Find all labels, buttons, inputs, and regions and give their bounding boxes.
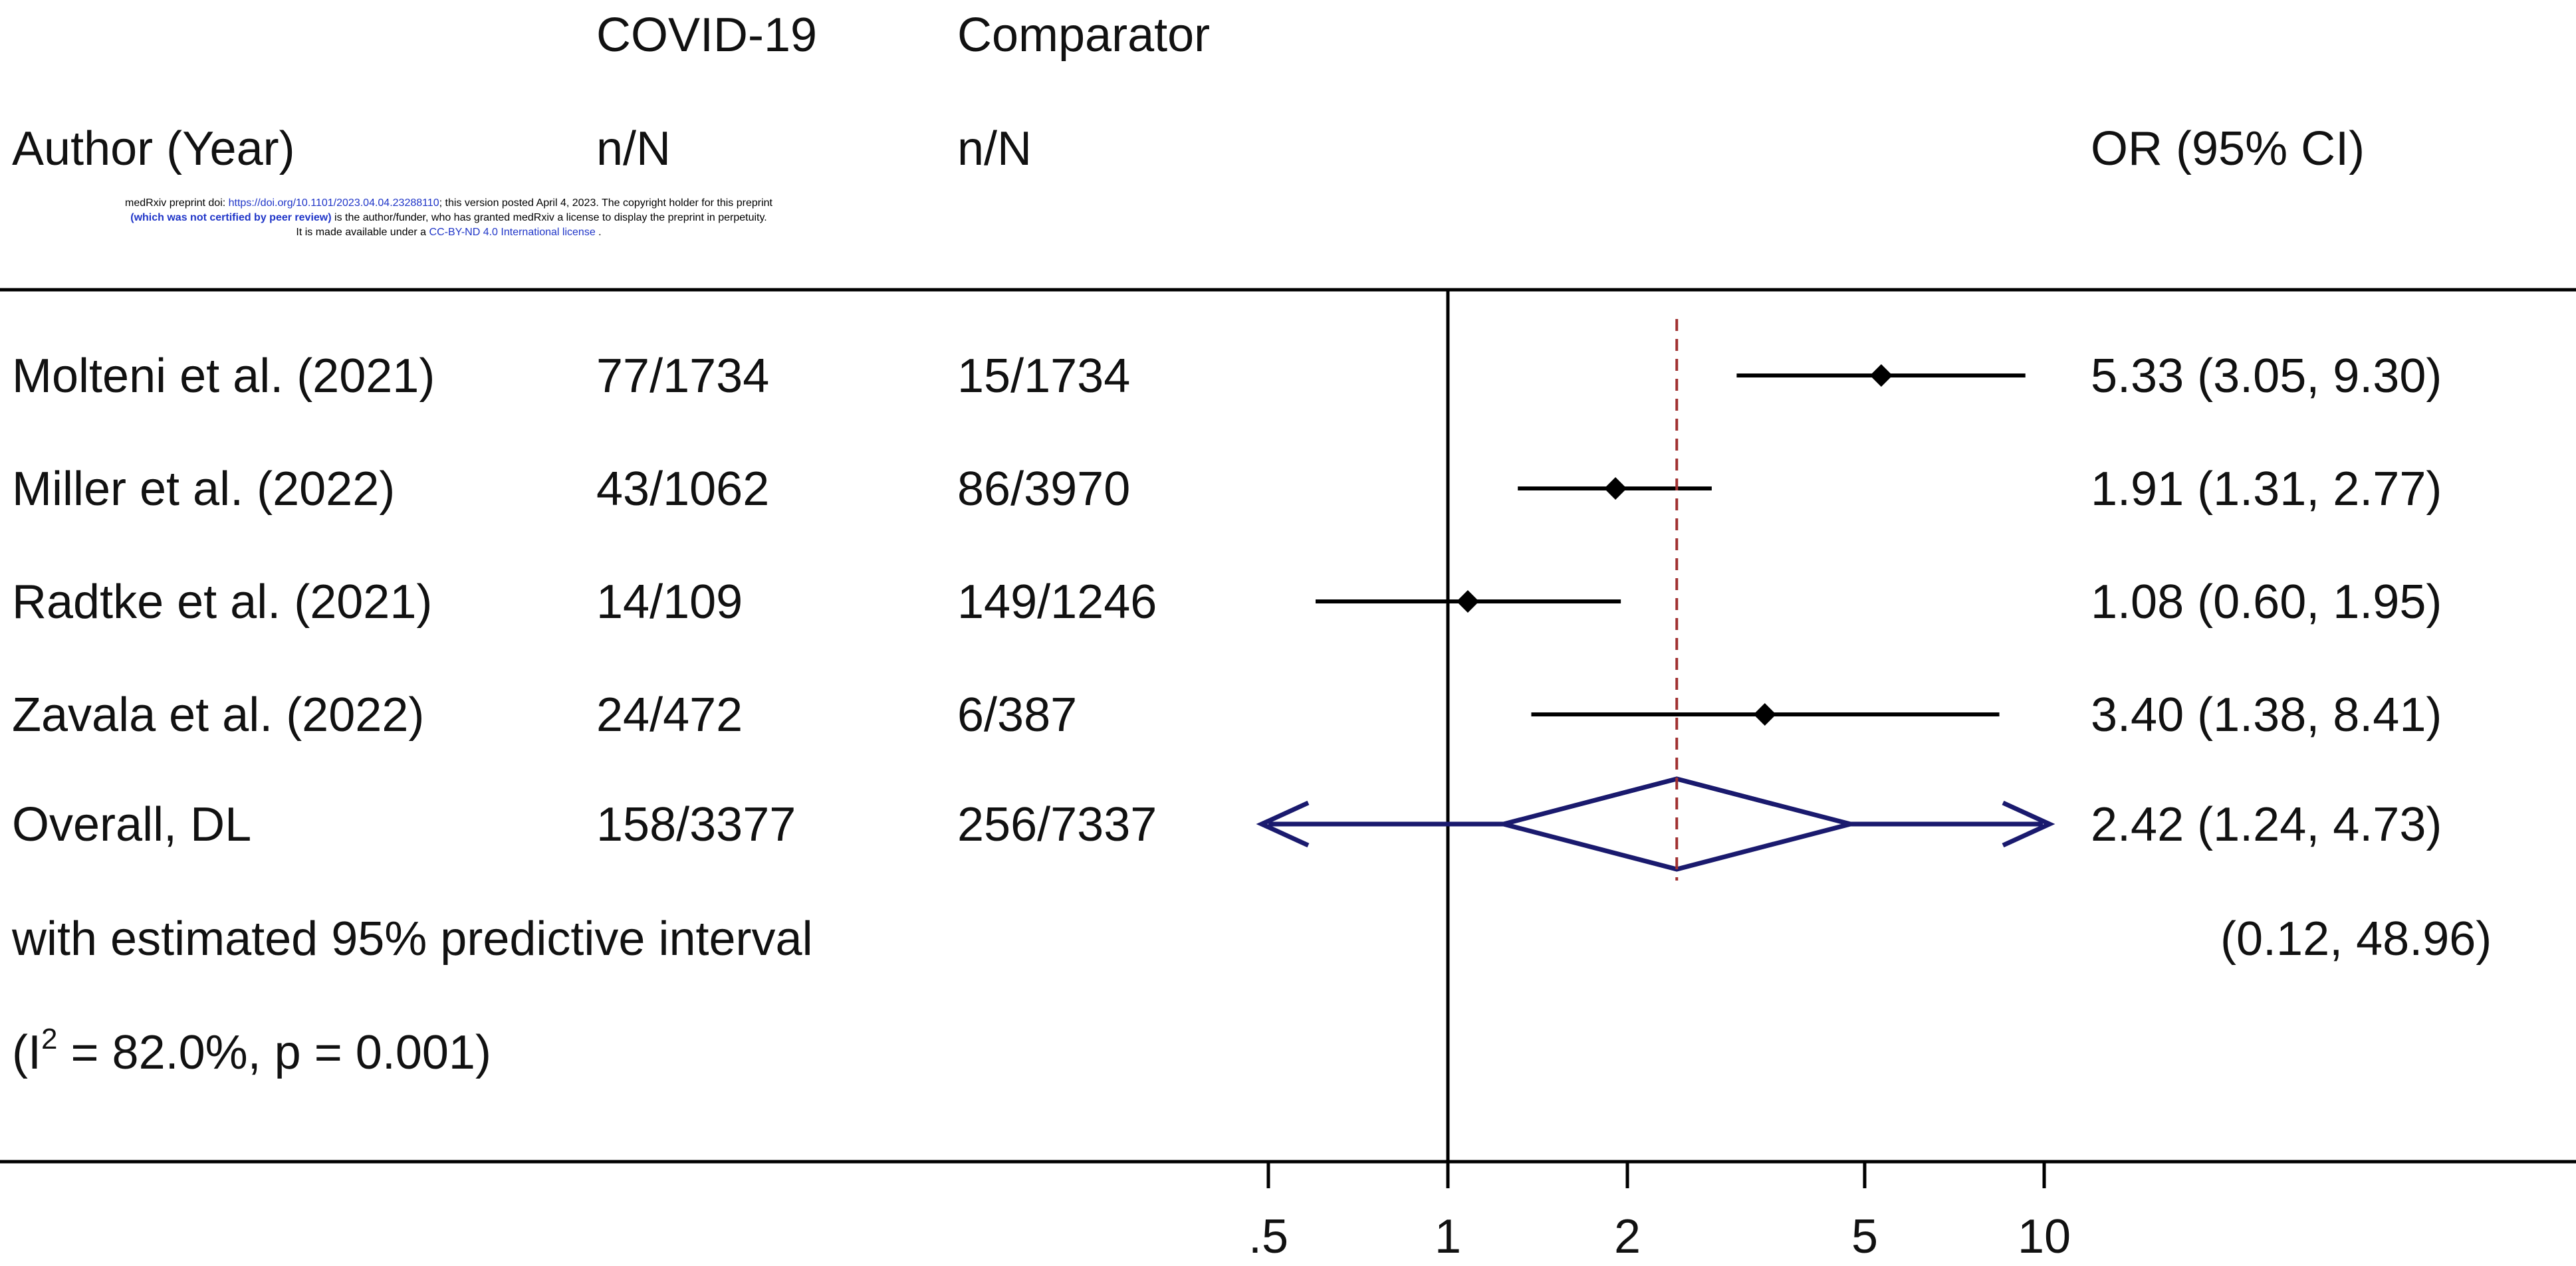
study-label: Molteni et al. (2021) xyxy=(12,350,435,403)
predictive-interval-label: with estimated 95% predictive interval xyxy=(11,912,813,966)
preprint-notice: medRxiv preprint doi: https://doi.org/10… xyxy=(13,196,884,240)
header-group1: COVID-19 xyxy=(596,9,817,62)
overall-n1: 158/3377 xyxy=(596,798,796,851)
overall-n2: 256/7337 xyxy=(957,798,1157,851)
x-tick-label-0: .5 xyxy=(1248,1210,1288,1263)
x-tick-label-1: 1 xyxy=(1435,1210,1461,1263)
notice-line-1: medRxiv preprint doi: https://doi.org/10… xyxy=(125,197,772,209)
doi-link[interactable]: https://doi.org/10.1101/2023.04.04.23288… xyxy=(228,197,439,209)
study-ci-text: 5.33 (3.05, 9.30) xyxy=(2091,350,2442,403)
notice-line-2: (which was not certified by peer review)… xyxy=(130,212,767,223)
predictive-arrow-right xyxy=(2002,800,2055,848)
header-study-column: Author (Year) xyxy=(12,122,295,175)
study-point xyxy=(1869,364,1893,387)
study-n1: 14/109 xyxy=(596,576,743,629)
study-n2: 149/1246 xyxy=(957,576,1157,629)
predictive-arrow-left xyxy=(1256,800,1310,848)
study-label: Radtke et al. (2021) xyxy=(12,576,432,629)
study-row-0: Molteni et al. (2021) 77/1734 15/1734 5.33 … xyxy=(12,350,2442,403)
study-rows: Molteni et al. (2021) 77/1734 15/1734 5.33 … xyxy=(12,350,2442,742)
x-tick-label-4: 10 xyxy=(2018,1210,2071,1263)
study-point xyxy=(1753,703,1776,726)
x-tick-label-3: 5 xyxy=(1851,1210,1878,1263)
header-n2-column: n/N xyxy=(957,122,1032,175)
header-n1-column: n/N xyxy=(596,122,671,175)
study-n2: 15/1734 xyxy=(957,350,1130,403)
license-link[interactable]: CC-BY-ND 4.0 International license xyxy=(429,227,596,238)
study-n1: 43/1062 xyxy=(596,463,769,516)
x-tick-label-2: 2 xyxy=(1614,1210,1641,1263)
overall-label: Overall, DL xyxy=(12,798,251,851)
notice-line-3: It is made available under a CC-BY-ND 4.… xyxy=(296,227,602,238)
study-n1: 77/1734 xyxy=(596,350,769,403)
study-ci-text: 1.91 (1.31, 2.77) xyxy=(2091,463,2442,516)
study-n2: 86/3970 xyxy=(957,463,1130,516)
study-ci-text: 1.08 (0.60, 1.95) xyxy=(2091,576,2442,629)
study-point xyxy=(1604,477,1627,500)
header-group2: Comparator xyxy=(957,9,1210,62)
x-axis: .5 1 2 5 10 xyxy=(1248,1162,2071,1263)
study-n2: 6/387 xyxy=(957,688,1077,742)
overall-row: Overall, DL 158/3377 256/7337 2.42 (1.24, 4… xyxy=(12,776,2442,872)
overall-ci-text: 2.42 (1.24, 4.73) xyxy=(2091,798,2442,851)
study-n1: 24/472 xyxy=(596,688,743,742)
study-ci-text: 3.40 (1.38, 8.41) xyxy=(2091,688,2442,742)
heterogeneity-stat: (I2 = 82.0%, p = 0.001) xyxy=(12,1023,491,1079)
study-label: Zavala et al. (2022) xyxy=(12,688,424,742)
study-label: Miller et al. (2022) xyxy=(12,463,395,516)
study-row-1: Miller et al. (2022) 43/1062 86/3970 1.91 (… xyxy=(12,463,2442,516)
predictive-interval-value: (0.12, 48.96) xyxy=(2220,912,2492,966)
study-row-3: Zavala et al. (2022) 24/472 6/387 3.40 (1.3… xyxy=(12,688,2442,742)
study-point xyxy=(1456,590,1479,613)
study-row-2: Radtke et al. (2021) 14/109 149/1246 1.08 (… xyxy=(12,576,2442,629)
header-effect-column: OR (95% CI) xyxy=(2091,122,2365,175)
